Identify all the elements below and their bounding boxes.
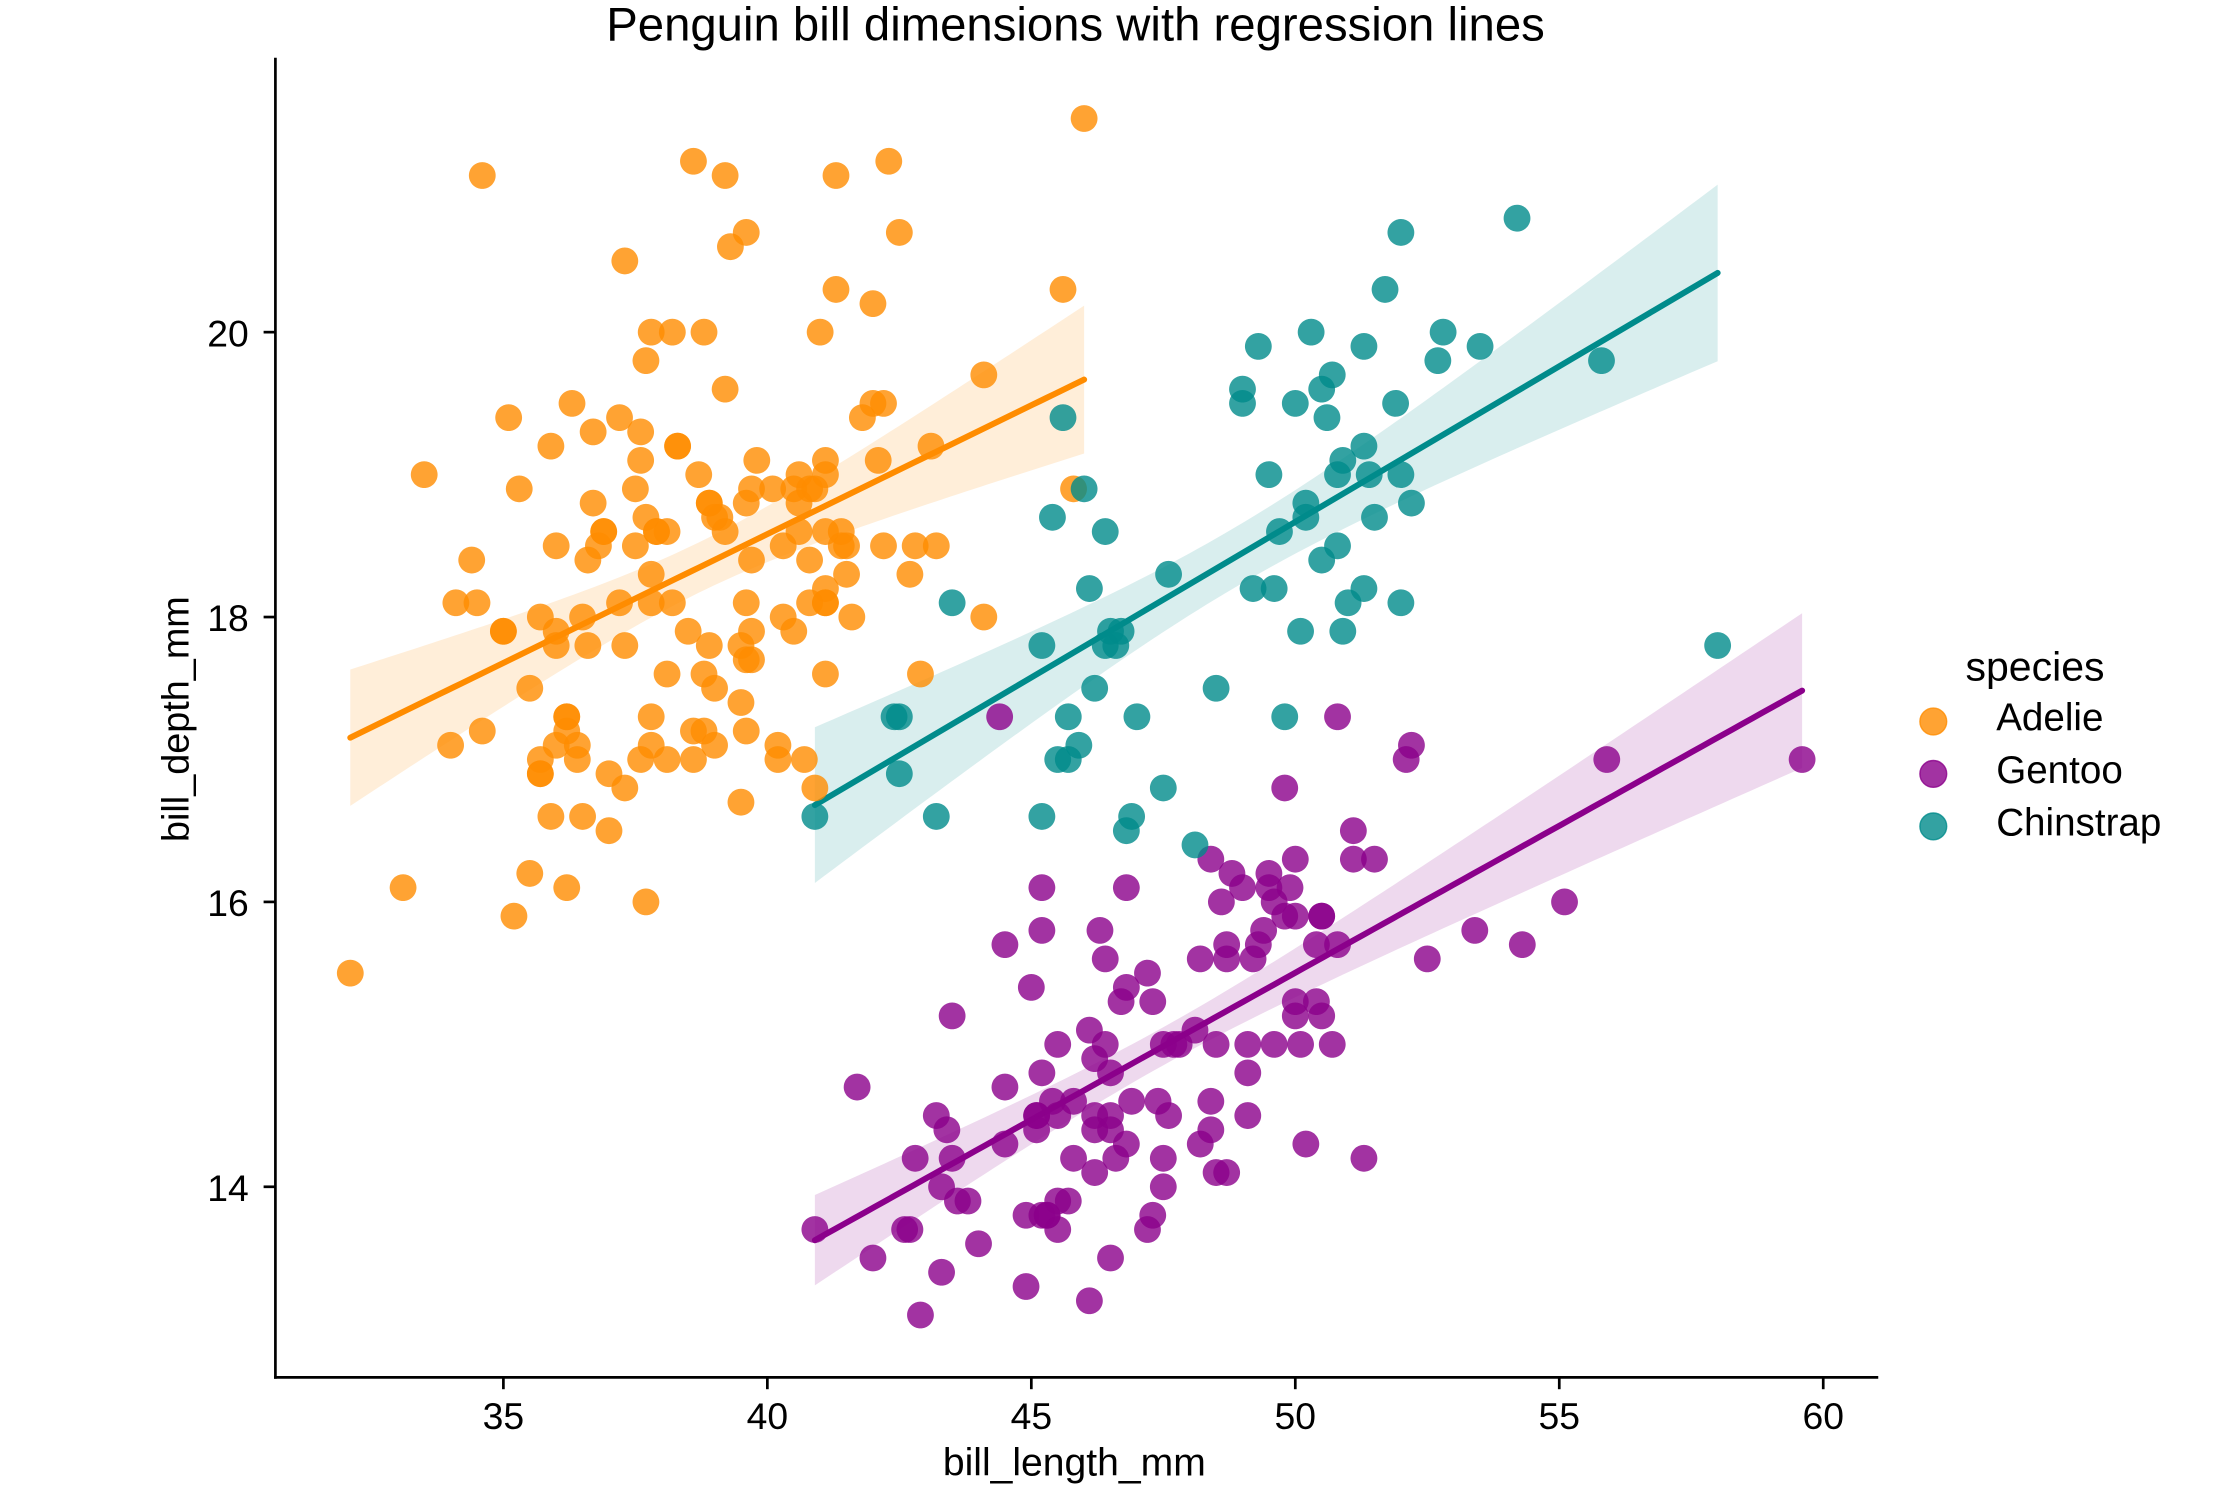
svg-text:Penguin bill dimensions with r: Penguin bill dimensions with regression …: [606, 0, 1545, 52]
svg-text:bill_depth_mm: bill_depth_mm: [155, 596, 197, 842]
svg-text:50: 50: [1275, 1395, 1317, 1437]
svg-text:Adelie: Adelie: [1996, 697, 2103, 740]
svg-text:species: species: [1965, 644, 2104, 690]
svg-text:Chinstrap: Chinstrap: [1996, 802, 2161, 845]
svg-text:55: 55: [1539, 1395, 1581, 1437]
svg-text:40: 40: [747, 1395, 789, 1437]
svg-text:16: 16: [207, 882, 249, 924]
svg-text:60: 60: [1802, 1395, 1844, 1437]
svg-text:18: 18: [207, 597, 249, 639]
svg-text:45: 45: [1011, 1395, 1053, 1437]
svg-text:bill_length_mm: bill_length_mm: [943, 1442, 1206, 1485]
svg-text:14: 14: [207, 1167, 249, 1209]
svg-text:20: 20: [207, 312, 249, 354]
svg-text:Gentoo: Gentoo: [1996, 749, 2123, 792]
svg-text:35: 35: [483, 1395, 525, 1437]
